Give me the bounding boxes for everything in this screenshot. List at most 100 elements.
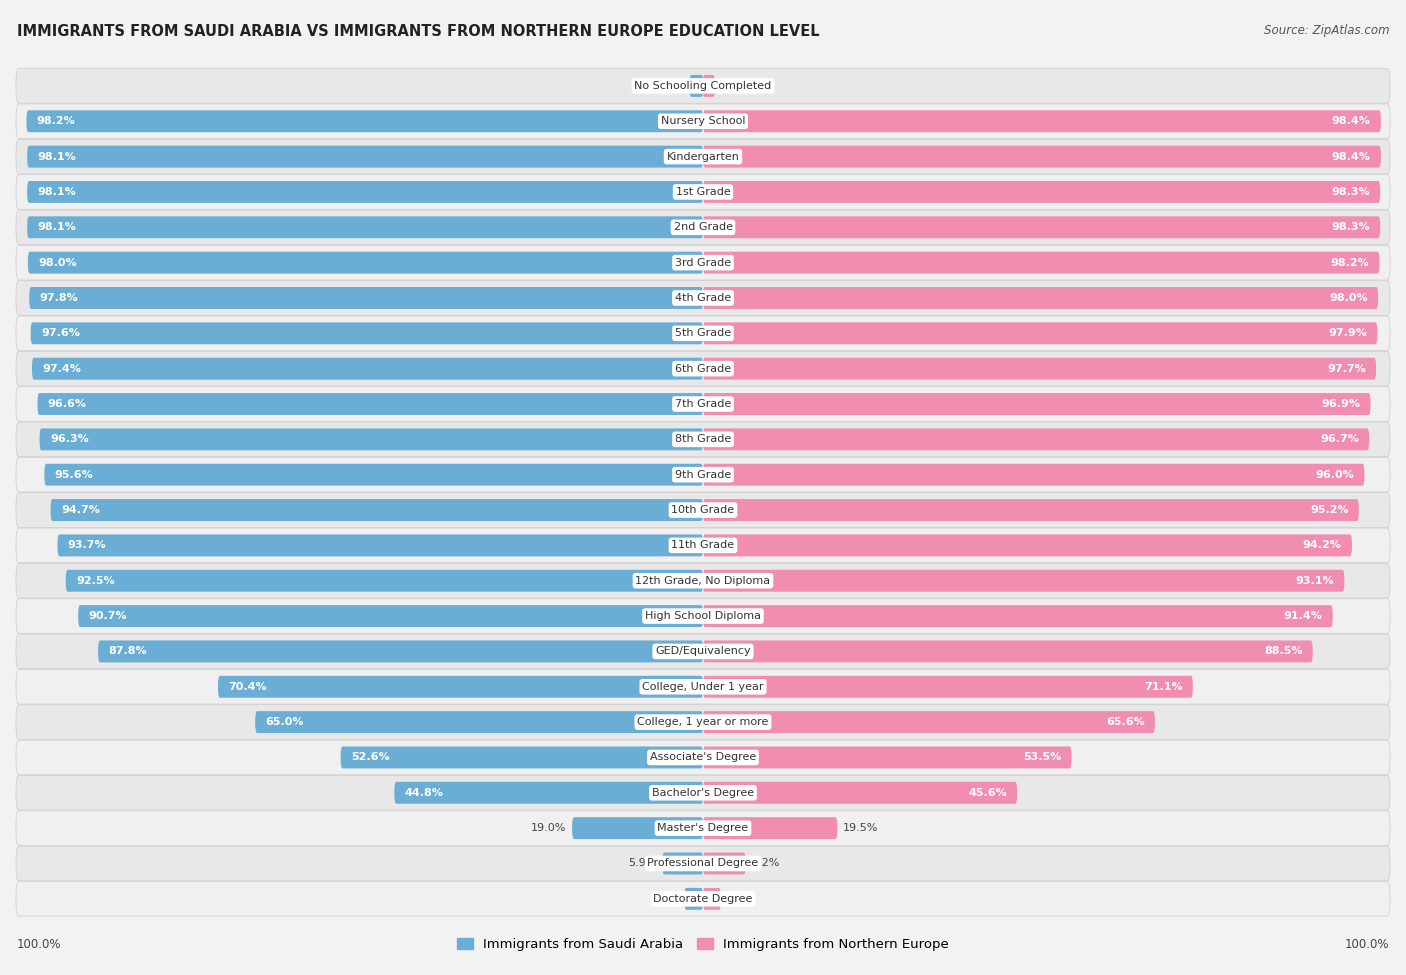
Text: 98.1%: 98.1% [38,187,76,197]
FancyBboxPatch shape [30,287,703,309]
FancyBboxPatch shape [685,888,703,910]
FancyBboxPatch shape [703,323,1378,344]
FancyBboxPatch shape [703,569,1344,592]
Text: 94.2%: 94.2% [1303,540,1341,551]
Text: 96.0%: 96.0% [1315,470,1354,480]
Text: 96.7%: 96.7% [1320,434,1358,445]
Text: Professional Degree: Professional Degree [647,858,759,869]
FancyBboxPatch shape [15,528,1391,563]
Text: 2nd Grade: 2nd Grade [673,222,733,232]
FancyBboxPatch shape [27,216,703,238]
FancyBboxPatch shape [703,181,1381,203]
Text: 65.0%: 65.0% [266,717,304,727]
FancyBboxPatch shape [15,881,1391,916]
Text: 71.1%: 71.1% [1144,682,1182,692]
Text: 87.8%: 87.8% [108,646,148,656]
Text: College, 1 year or more: College, 1 year or more [637,717,769,727]
FancyBboxPatch shape [15,811,1391,845]
Text: 5.9%: 5.9% [628,858,657,869]
Text: 7th Grade: 7th Grade [675,399,731,410]
FancyBboxPatch shape [218,676,703,698]
FancyBboxPatch shape [32,358,703,379]
FancyBboxPatch shape [51,499,703,521]
Text: 1st Grade: 1st Grade [676,187,730,197]
Text: 93.1%: 93.1% [1295,575,1334,586]
FancyBboxPatch shape [28,252,703,274]
Text: 2.7%: 2.7% [651,894,679,904]
FancyBboxPatch shape [703,358,1376,379]
Text: 98.4%: 98.4% [1331,116,1371,127]
FancyBboxPatch shape [58,534,703,557]
Text: 19.5%: 19.5% [842,823,879,834]
Text: Master's Degree: Master's Degree [658,823,748,834]
Text: Associate's Degree: Associate's Degree [650,753,756,762]
FancyBboxPatch shape [703,711,1154,733]
Text: GED/Equivalency: GED/Equivalency [655,646,751,656]
FancyBboxPatch shape [703,499,1358,521]
FancyBboxPatch shape [15,139,1391,174]
FancyBboxPatch shape [703,676,1192,698]
Text: 4th Grade: 4th Grade [675,292,731,303]
FancyBboxPatch shape [15,68,1391,103]
Text: College, Under 1 year: College, Under 1 year [643,682,763,692]
FancyBboxPatch shape [15,281,1391,315]
FancyBboxPatch shape [15,670,1391,704]
Text: 96.3%: 96.3% [49,434,89,445]
Text: 97.8%: 97.8% [39,292,79,303]
Text: 100.0%: 100.0% [1344,938,1389,951]
Text: 98.3%: 98.3% [1331,187,1369,197]
Text: 1.9%: 1.9% [657,81,685,91]
Text: 6.2%: 6.2% [751,858,779,869]
FancyBboxPatch shape [340,747,703,768]
Text: 8th Grade: 8th Grade [675,434,731,445]
Text: 1.7%: 1.7% [720,81,748,91]
Text: No Schooling Completed: No Schooling Completed [634,81,772,91]
Text: 97.6%: 97.6% [41,329,80,338]
FancyBboxPatch shape [79,605,703,627]
FancyBboxPatch shape [703,817,838,839]
FancyBboxPatch shape [15,740,1391,775]
FancyBboxPatch shape [703,888,721,910]
Text: 11th Grade: 11th Grade [672,540,734,551]
FancyBboxPatch shape [27,110,703,133]
FancyBboxPatch shape [703,393,1371,415]
Legend: Immigrants from Saudi Arabia, Immigrants from Northern Europe: Immigrants from Saudi Arabia, Immigrants… [451,933,955,956]
Text: 94.7%: 94.7% [60,505,100,515]
Text: 45.6%: 45.6% [969,788,1007,798]
Text: 96.6%: 96.6% [48,399,87,410]
FancyBboxPatch shape [27,181,703,203]
Text: 96.9%: 96.9% [1322,399,1360,410]
Text: 90.7%: 90.7% [89,611,127,621]
FancyBboxPatch shape [703,216,1381,238]
Text: 53.5%: 53.5% [1024,753,1062,762]
FancyBboxPatch shape [98,641,703,662]
FancyBboxPatch shape [15,246,1391,280]
FancyBboxPatch shape [66,569,703,592]
Text: High School Diploma: High School Diploma [645,611,761,621]
Text: 6th Grade: 6th Grade [675,364,731,373]
FancyBboxPatch shape [703,747,1071,768]
Text: Bachelor's Degree: Bachelor's Degree [652,788,754,798]
Text: 91.4%: 91.4% [1284,611,1323,621]
FancyBboxPatch shape [703,782,1017,803]
FancyBboxPatch shape [15,846,1391,880]
Text: 10th Grade: 10th Grade [672,505,734,515]
Text: 65.6%: 65.6% [1107,717,1144,727]
Text: 95.2%: 95.2% [1310,505,1348,515]
Text: 97.9%: 97.9% [1329,329,1367,338]
Text: 98.4%: 98.4% [1331,151,1371,162]
FancyBboxPatch shape [572,817,703,839]
FancyBboxPatch shape [703,252,1379,274]
Text: 44.8%: 44.8% [405,788,443,798]
FancyBboxPatch shape [703,75,714,97]
Text: 98.0%: 98.0% [38,257,77,268]
Text: 92.5%: 92.5% [76,575,115,586]
FancyBboxPatch shape [15,422,1391,456]
FancyBboxPatch shape [15,104,1391,138]
Text: 5th Grade: 5th Grade [675,329,731,338]
FancyBboxPatch shape [15,457,1391,492]
Text: 3rd Grade: 3rd Grade [675,257,731,268]
FancyBboxPatch shape [394,782,703,803]
Text: Nursery School: Nursery School [661,116,745,127]
Text: 19.0%: 19.0% [531,823,567,834]
